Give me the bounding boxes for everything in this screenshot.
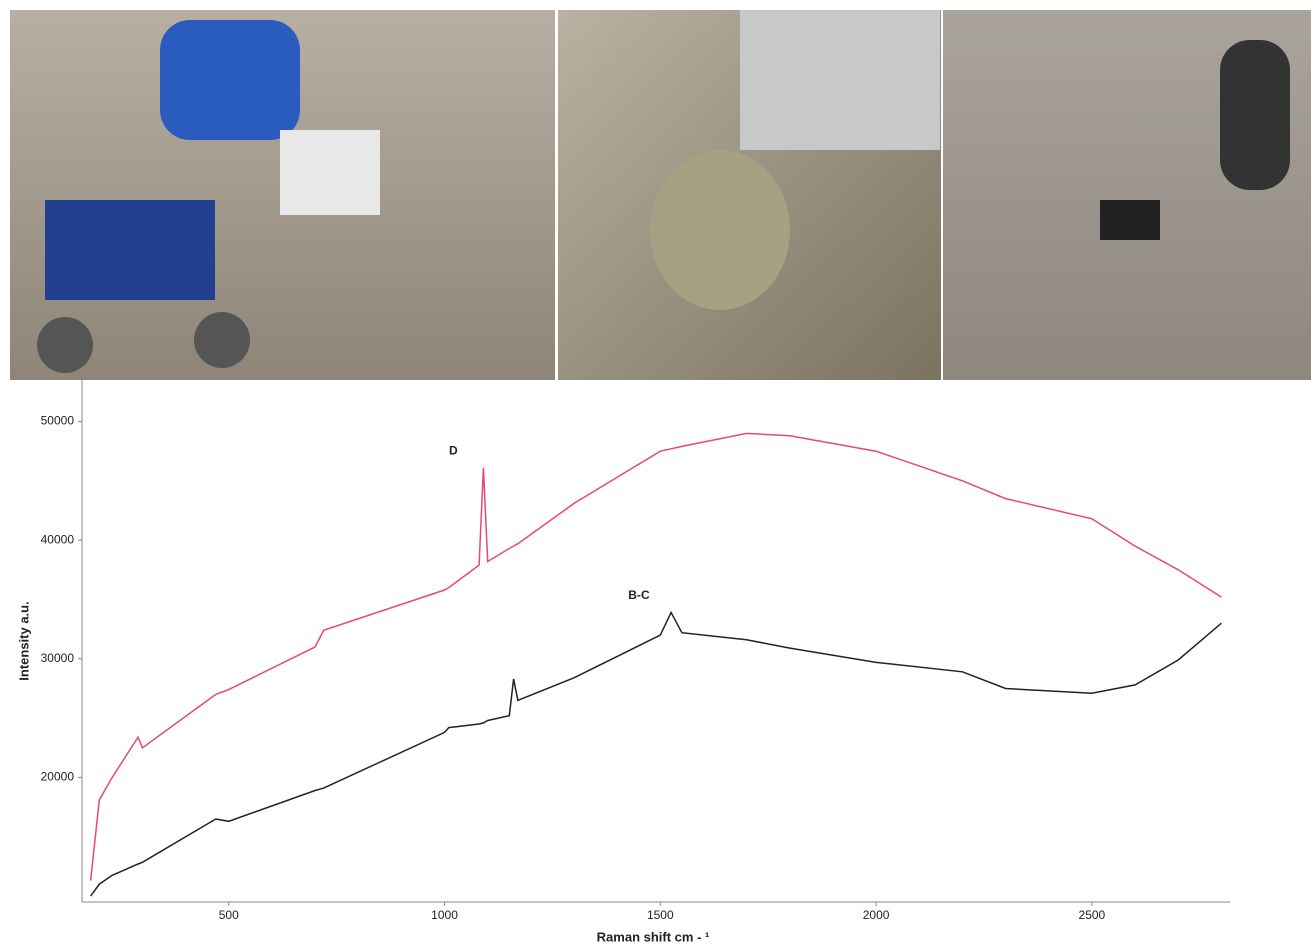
photo-person (160, 20, 300, 140)
x-tick-label: 500 (219, 908, 239, 922)
photo-instrument (740, 10, 940, 150)
x-tick-label: 1500 (647, 908, 674, 922)
y-tick-label: 20000 (41, 770, 75, 784)
x-axis-label: Raman shift cm - ¹ (597, 929, 710, 944)
photo-wheel (194, 312, 250, 368)
x-tick-label: 1000 (431, 908, 458, 922)
y-axis-label: Intensity a.u. (16, 601, 31, 680)
annotation: B-C (628, 588, 650, 602)
y-tick-label: 40000 (41, 532, 75, 546)
photo-rock (650, 150, 790, 310)
annotation: D (449, 443, 458, 457)
series-line (91, 613, 1222, 897)
photo-wheel (37, 317, 93, 373)
photo-box (280, 130, 380, 215)
x-tick-label: 2000 (863, 908, 890, 922)
x-tick-label: 2500 (1079, 908, 1106, 922)
photo-rover-body (45, 200, 215, 300)
y-tick-label: 30000 (41, 651, 75, 665)
y-tick-label: 50000 (41, 414, 75, 428)
photo-panels (10, 10, 1311, 380)
photo-wheel (1220, 40, 1290, 190)
photo-probe (1100, 200, 1160, 240)
series-line (91, 433, 1222, 880)
figure: Raman shift cm - ¹ Intensity a.u. 20000 3… (0, 0, 1311, 946)
